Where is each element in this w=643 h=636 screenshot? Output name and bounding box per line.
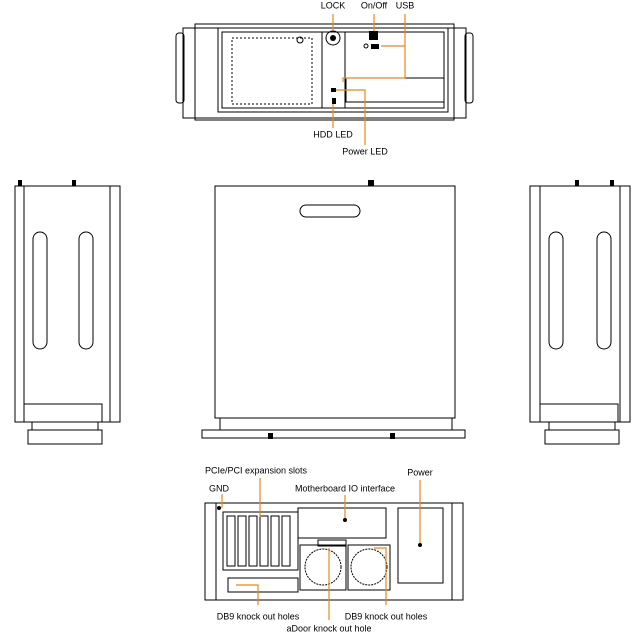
outline	[332, 98, 336, 104]
rear-view: PCIe/PCI expansion slots GND Motherboard…	[204, 465, 464, 633]
label: GND	[209, 483, 230, 493]
outline	[575, 180, 579, 186]
outline	[23, 403, 103, 423]
outline	[350, 548, 388, 586]
label: On/Off	[361, 0, 388, 10]
outline	[281, 515, 291, 567]
outline	[14, 185, 121, 423]
outline	[201, 429, 466, 439]
outline	[297, 507, 387, 539]
outline	[204, 502, 464, 601]
left-side-view	[14, 180, 121, 445]
outline	[330, 35, 336, 41]
outline	[347, 544, 391, 591]
label: USB	[396, 0, 415, 10]
outline	[539, 403, 619, 423]
outline	[299, 204, 361, 218]
outline	[18, 180, 22, 186]
outline	[299, 544, 347, 591]
outline	[342, 46, 406, 82]
outline	[331, 88, 336, 92]
outline	[374, 547, 387, 605]
outline	[529, 185, 631, 423]
outline	[381, 14, 406, 47]
label: Power LED	[342, 146, 388, 156]
outline	[32, 231, 48, 350]
top-view	[201, 180, 466, 439]
outline	[304, 548, 342, 586]
label: DB9 knock out holes	[345, 611, 428, 621]
label: Power	[407, 467, 433, 477]
outline	[343, 518, 347, 522]
outline	[182, 27, 467, 119]
outline	[248, 515, 258, 567]
label: DB9 knock out holes	[217, 611, 300, 621]
outline	[217, 506, 221, 510]
outline	[194, 23, 455, 121]
outline	[317, 539, 347, 547]
outline	[231, 37, 313, 105]
outline	[270, 515, 280, 567]
outline	[236, 584, 259, 605]
outline	[363, 43, 369, 49]
outline	[237, 515, 247, 567]
outline	[390, 433, 395, 439]
outline	[72, 180, 76, 186]
outline	[368, 180, 374, 186]
outline	[371, 44, 379, 49]
outline	[78, 231, 94, 350]
outline	[418, 543, 422, 547]
outline	[369, 31, 378, 40]
outline	[464, 32, 474, 104]
outline	[596, 231, 612, 350]
label: PCIe/PCI expansion slots	[205, 465, 308, 475]
shape-group	[226, 515, 291, 567]
outline	[27, 422, 103, 445]
outline	[296, 36, 304, 44]
outline	[175, 32, 185, 104]
outline	[544, 422, 620, 445]
outline	[336, 89, 366, 145]
right-side-view	[529, 180, 631, 445]
label: LOCK	[321, 0, 346, 10]
outline	[268, 433, 273, 439]
outline	[226, 515, 236, 567]
front-view: LOCK On/Off USB HDD LED Power LED	[175, 0, 474, 156]
outline	[259, 515, 269, 567]
outline	[219, 417, 453, 431]
label: aDoor knock out hole	[286, 623, 371, 633]
label: HDD LED	[313, 129, 353, 139]
outline	[325, 30, 341, 46]
outline	[548, 231, 564, 350]
outline	[227, 577, 299, 593]
outline	[610, 180, 614, 186]
label: Motherboard IO interface	[295, 483, 395, 493]
outline	[214, 185, 456, 419]
